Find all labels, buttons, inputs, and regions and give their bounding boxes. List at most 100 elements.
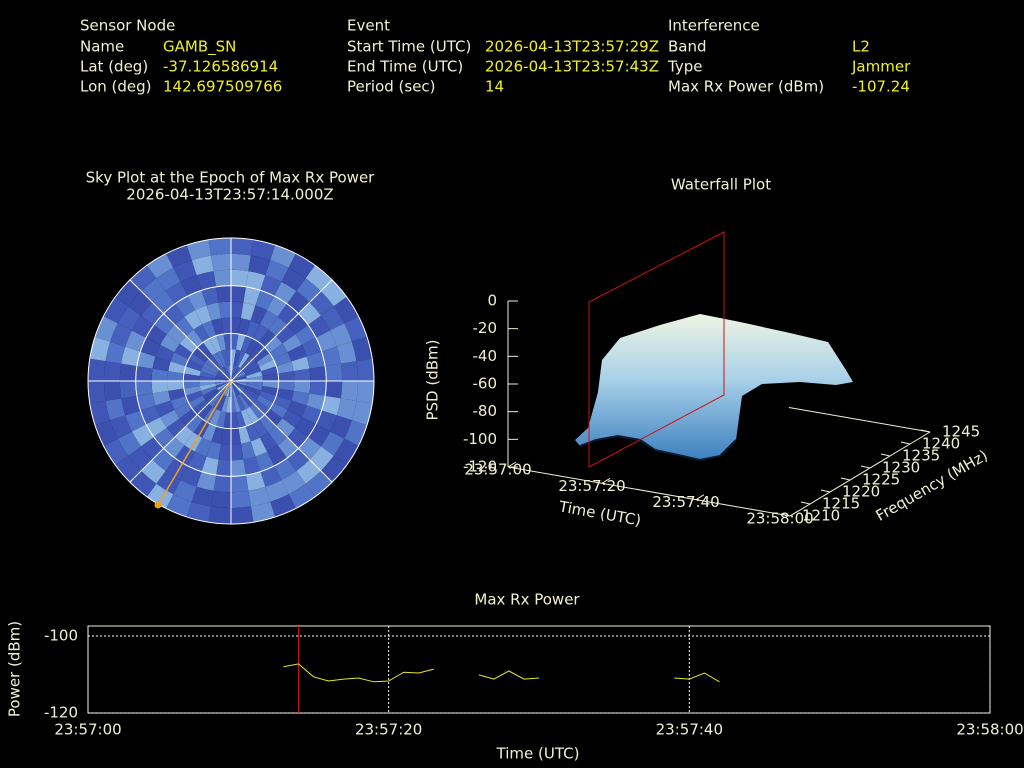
sky-cell	[211, 426, 224, 444]
sky-cell	[231, 373, 247, 381]
z-axis-title: PSD (dBm)	[424, 339, 442, 420]
sky-cell	[179, 409, 198, 426]
sky-cell	[193, 324, 210, 343]
z-tick-label: -120	[463, 458, 497, 476]
frequency-tick-label: 1225	[862, 471, 900, 489]
sky-cell	[140, 337, 161, 357]
sky-cell	[259, 359, 277, 372]
sky-cell	[185, 359, 203, 372]
sky-cell	[167, 371, 184, 381]
field-label: Band	[668, 38, 707, 56]
frequency-tick	[900, 441, 911, 445]
sky-cell	[269, 343, 288, 360]
sky-cell	[226, 365, 231, 381]
sky-cell	[233, 396, 241, 413]
time-axis-title: Time (UTC)	[557, 497, 643, 529]
sky-cell	[231, 381, 239, 397]
sky-cell	[167, 381, 184, 391]
sky-cell	[262, 373, 279, 381]
sky-cell	[209, 335, 222, 353]
sky-cell	[274, 281, 297, 304]
sky-cell	[131, 315, 154, 338]
sky-cell	[192, 399, 209, 415]
sky-cell	[243, 388, 260, 400]
sky-cell	[125, 410, 147, 432]
sky-cell	[180, 275, 202, 297]
sky-cell	[200, 366, 217, 377]
sky-plot: Sky Plot at the Epoch of Max Rx Power202…	[86, 169, 375, 525]
field-value: L2	[852, 38, 870, 56]
section-heading: Sensor Node	[80, 17, 175, 35]
sky-cell	[140, 405, 161, 425]
frequency-tick-label: 1240	[922, 435, 960, 453]
sky-cell	[188, 395, 206, 409]
sky-cell	[208, 392, 222, 407]
sky-cell	[255, 451, 275, 472]
sky-cell	[306, 393, 326, 411]
sky-cell	[231, 396, 236, 413]
sky-cell	[218, 443, 231, 461]
sky-cell	[309, 446, 334, 471]
sky-cell	[202, 388, 219, 400]
sky-cell	[287, 400, 307, 418]
surface-edge	[579, 434, 737, 462]
sky-cell	[179, 336, 198, 353]
sky-cell	[288, 253, 316, 279]
sky-cell	[309, 381, 327, 396]
sky-cell	[192, 347, 209, 363]
sky-cell	[281, 267, 306, 291]
sky-cell	[275, 418, 296, 438]
sky-cell	[295, 325, 316, 345]
sky-cell	[351, 336, 373, 362]
x-tick-label: 23:57:40	[656, 721, 723, 739]
sky-cell	[206, 302, 222, 321]
epoch-plane	[588, 231, 725, 468]
sky-cell	[211, 253, 231, 272]
source-marker	[154, 501, 162, 509]
sky-cell	[166, 418, 187, 438]
time-tick-label: 23:57:00	[464, 461, 531, 479]
sky-cell	[110, 415, 132, 439]
sky-cell	[221, 396, 229, 413]
sky-cell	[305, 470, 333, 497]
sky-cell	[231, 365, 236, 381]
sky-cell	[236, 411, 246, 429]
sky-cell	[248, 486, 271, 507]
z-tick-label: -80	[473, 402, 498, 420]
sky-cell	[259, 414, 276, 433]
sky-cell	[110, 323, 132, 347]
sky-cell	[333, 438, 359, 466]
time-tick	[601, 477, 611, 484]
frequency-tick-label: 1220	[842, 483, 880, 501]
sky-cell	[170, 395, 189, 410]
plot-frame	[87, 625, 991, 714]
x-tick-label: 23:57:20	[355, 721, 422, 739]
sky-cell	[276, 388, 294, 401]
sky-cell	[208, 506, 231, 524]
sky-cell	[136, 351, 156, 369]
sky-cell	[196, 271, 217, 291]
chart-subtitle: 2026-04-13T23:57:14.000Z	[126, 186, 333, 204]
frequency-tick	[820, 489, 831, 493]
sky-cell	[128, 446, 153, 471]
frequency-tick	[840, 477, 851, 481]
x-tick-label: 23:58:00	[956, 721, 1023, 739]
sky-cell	[320, 279, 347, 307]
sky-cell	[231, 269, 249, 287]
time-tick-label: 23:58:00	[746, 510, 813, 528]
z-tick-label: 0	[487, 292, 497, 310]
sky-cell	[245, 406, 259, 424]
sky-cell	[231, 475, 249, 493]
sky-cell	[183, 373, 200, 381]
sky-cell	[228, 365, 231, 381]
sky-cell	[186, 329, 203, 348]
sky-cell	[231, 365, 239, 381]
sky-cell	[267, 445, 287, 466]
sky-cell	[174, 316, 194, 337]
sky-cell	[174, 425, 194, 446]
sky-cell	[238, 393, 250, 410]
sky-cell	[89, 336, 111, 362]
